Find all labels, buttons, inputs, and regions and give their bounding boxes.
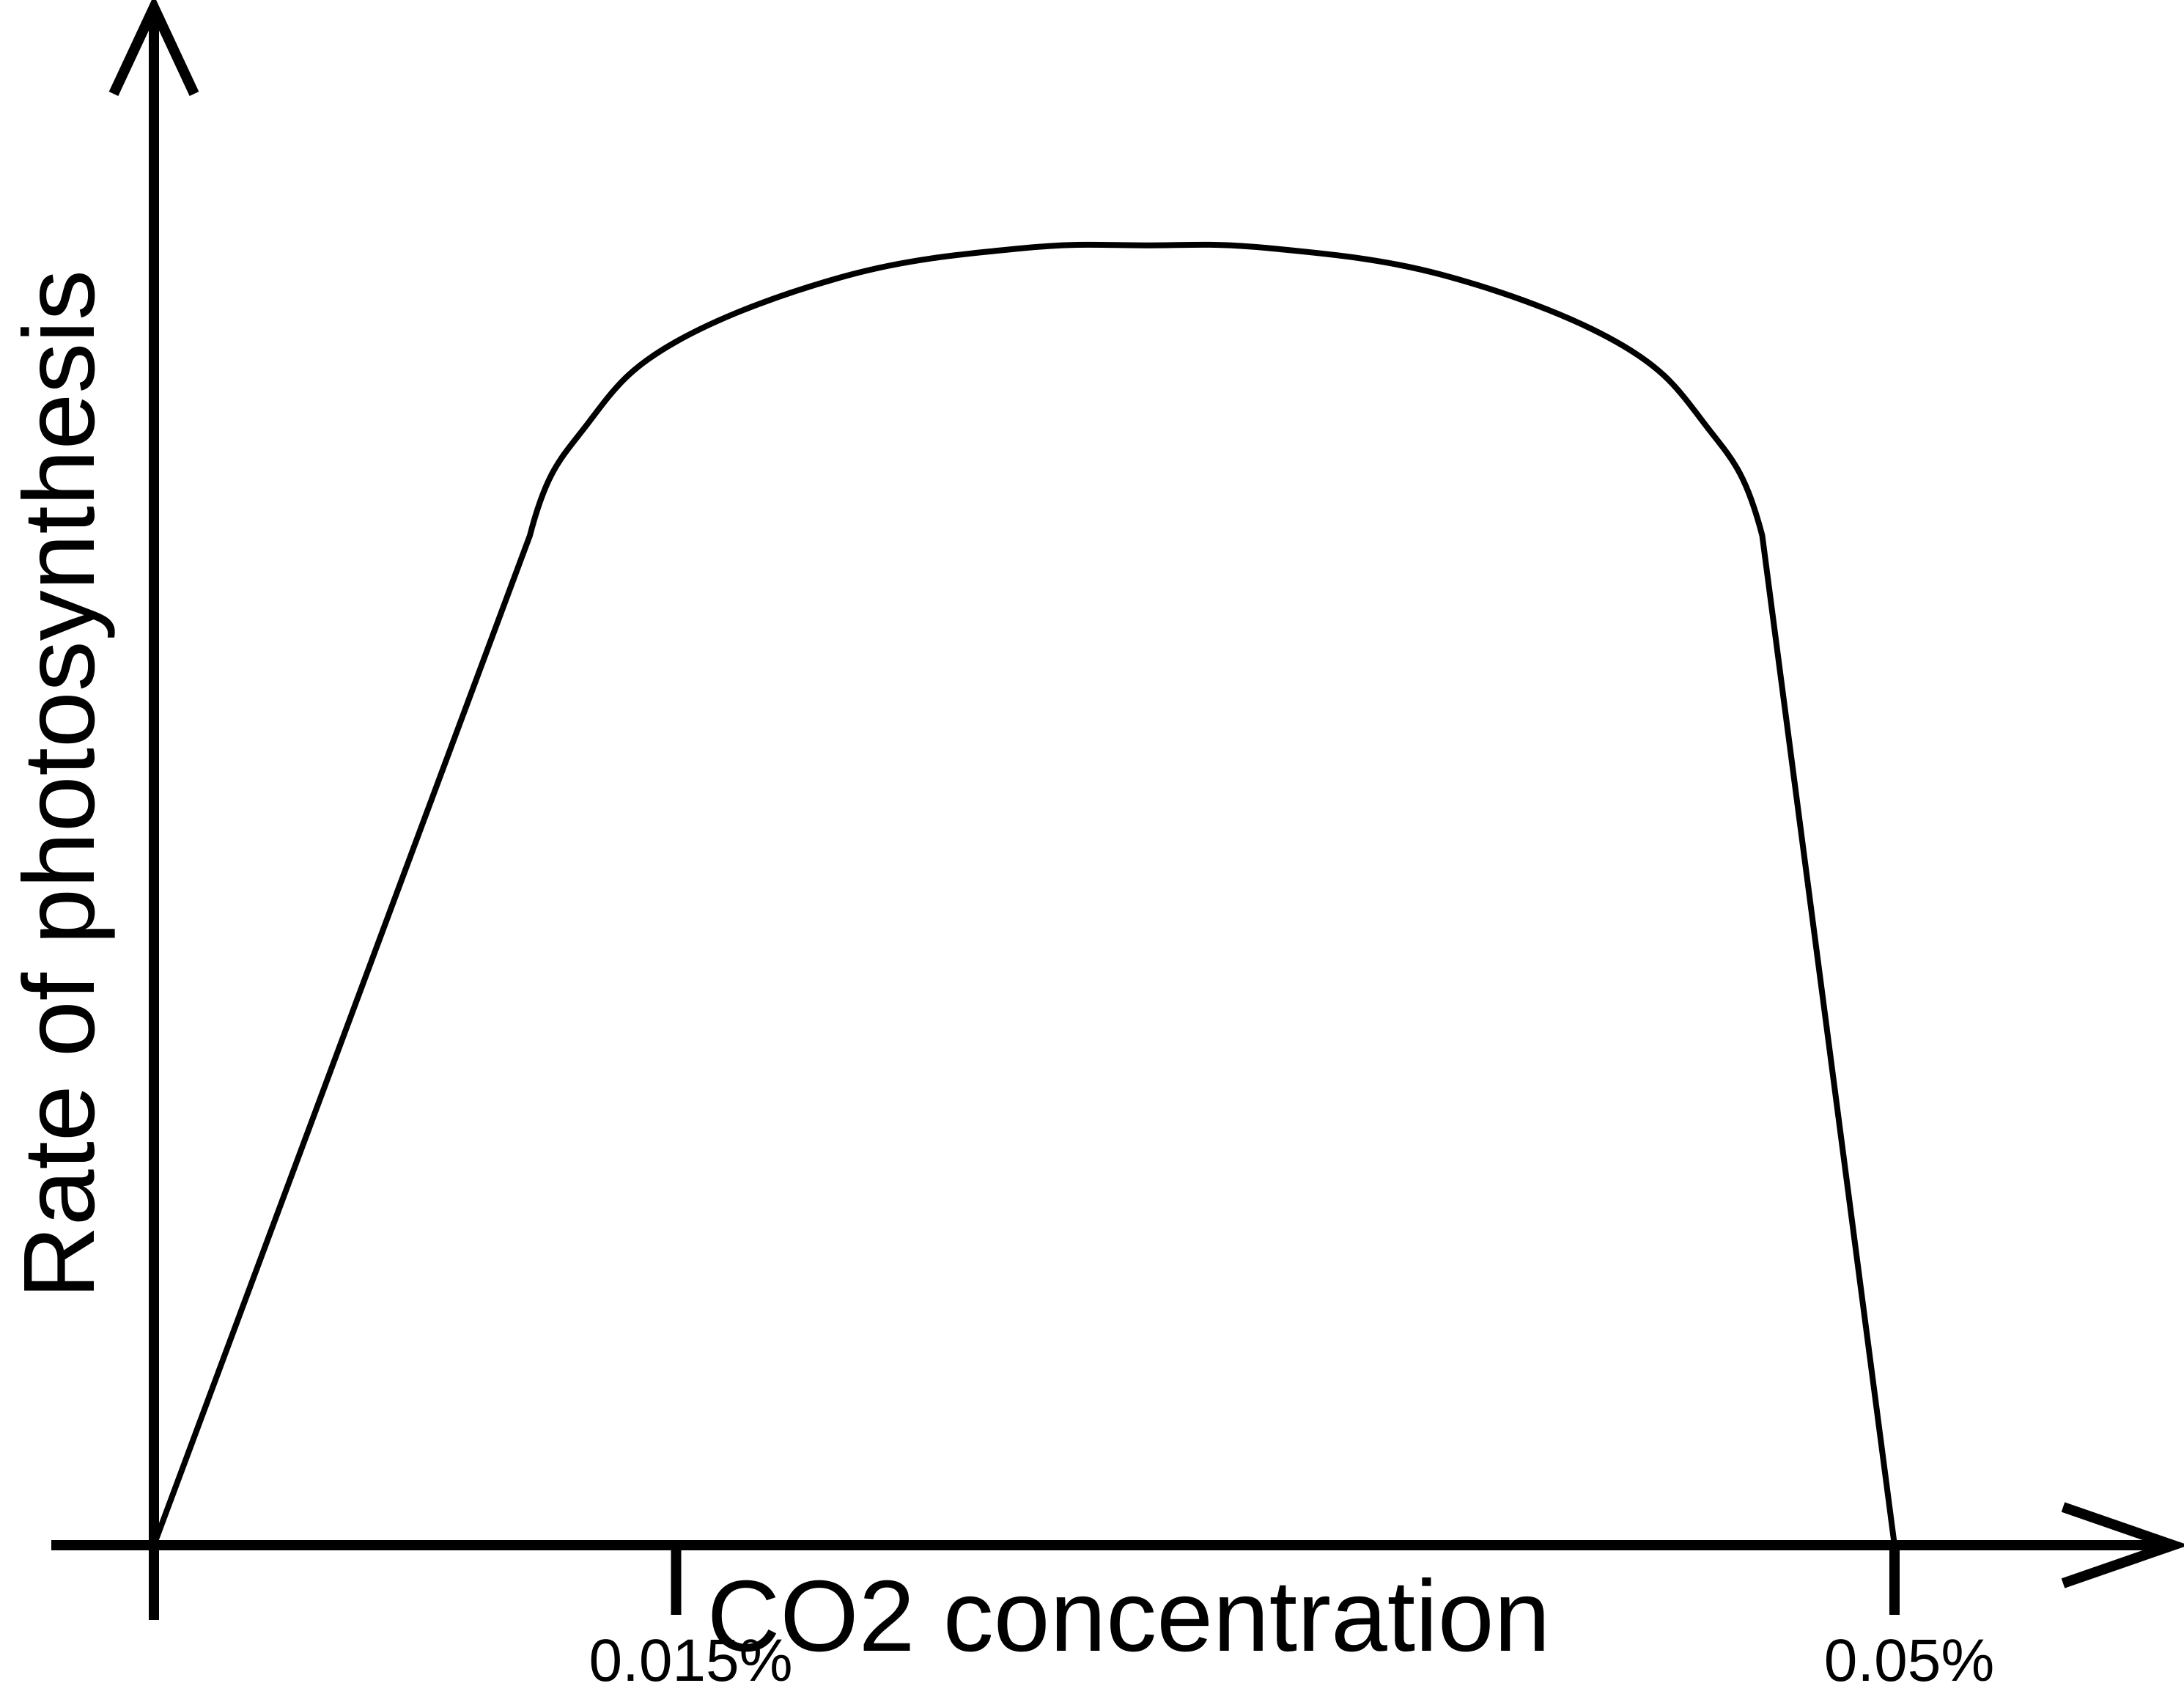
series-line	[151, 241, 1897, 1547]
axes	[51, 0, 2184, 1620]
x-tick-label-1: 0.015%	[589, 1627, 792, 1694]
y-axis-label: Rate of photosynthesis	[3, 270, 116, 1299]
x-axis-arrowhead	[2061, 1502, 2184, 1588]
x-axis-label: CO2 concentration	[707, 1560, 1551, 1673]
x-tick-label-2: 0.05%	[1824, 1627, 1995, 1694]
y-axis-arrowhead	[108, 0, 199, 96]
x-ticks: 0.015% 0.05%	[589, 1545, 1994, 1694]
